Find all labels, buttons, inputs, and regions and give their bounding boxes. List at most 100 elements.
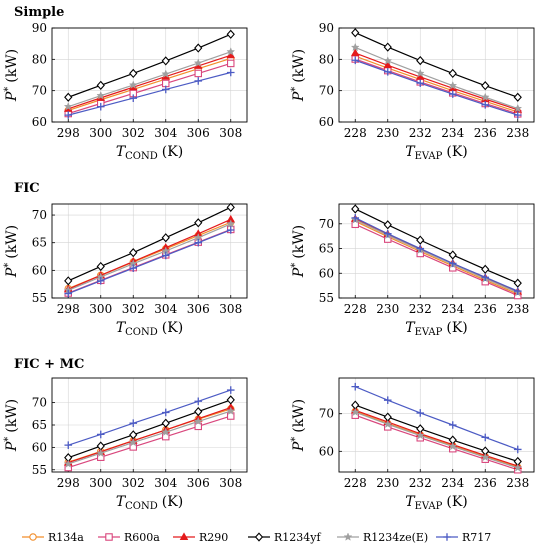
data-point-marker (128, 437, 138, 447)
data-point-marker (96, 90, 106, 100)
data-point-marker (351, 382, 360, 391)
section-title-fic-mc: FIC + MC (14, 357, 84, 372)
plot-frame (338, 377, 535, 473)
data-point-marker (64, 441, 73, 449)
x-tick-label: 236 (474, 126, 497, 140)
series-r1234yf (64, 202, 235, 286)
series-r1234yf (64, 29, 235, 102)
x-tick-label: 228 (344, 476, 367, 490)
y-tick-label: 70 (319, 217, 334, 231)
data-point-marker (383, 419, 393, 429)
data-point-marker (129, 430, 138, 440)
y-tick-label: 55 (319, 291, 334, 305)
x-tick-label: 228 (344, 126, 367, 140)
series-line (355, 32, 518, 98)
y-tick-label: 70 (32, 84, 47, 98)
x-tick-label: 234 (441, 126, 464, 140)
data-point-marker (194, 69, 203, 78)
data-point-marker (96, 102, 105, 111)
data-point-marker (226, 202, 235, 212)
legend-marker (29, 533, 37, 541)
legend-label: R717 (462, 531, 491, 544)
data-point-marker (226, 29, 235, 39)
y-tick-label: 70 (32, 208, 47, 222)
x-tick-label: 234 (441, 302, 464, 316)
chart-panel-4: 228 230 232 234 236 238 55 60 65 70 TEVAP (K) P*(kW) (290, 203, 535, 338)
y-axis-label: P*(kW) (290, 225, 307, 278)
x-axis-label: TEVAP (K) (405, 320, 468, 338)
plot-frame (51, 203, 248, 299)
series-r600a (351, 411, 522, 474)
series-line (355, 404, 518, 463)
data-point-marker (96, 448, 106, 458)
legend-marker (443, 533, 451, 541)
data-point-marker (513, 278, 522, 288)
series-line (68, 223, 231, 291)
legend-item-r600a: R600a (98, 531, 160, 544)
legend-item-r134a: R134a (22, 531, 84, 544)
legend-marker (105, 533, 113, 541)
chart-panel-5: 298 300 302 304 306 308 55 60 65 70 TCOND (K) P*(kW) (3, 377, 248, 512)
legend-item-r290: R290 (173, 531, 228, 544)
data-point-marker (513, 287, 522, 295)
series-line (354, 220, 518, 295)
y-tick-label: 65 (32, 418, 47, 432)
data-point-marker (193, 416, 203, 426)
data-point-marker (129, 248, 138, 258)
legend-marker (254, 532, 264, 542)
data-point-marker (383, 42, 392, 52)
data-point-marker (383, 60, 393, 69)
x-tick-label: 306 (187, 126, 210, 140)
y-tick-label: 80 (32, 52, 47, 66)
series-r717 (351, 56, 522, 119)
data-point-marker (226, 219, 236, 228)
series-r1234ze-e- (350, 42, 523, 113)
x-tick-label: 238 (506, 302, 529, 316)
series-line (68, 218, 231, 290)
y-axis-label: P*(kW) (290, 49, 307, 102)
series-line (68, 57, 231, 111)
data-point-marker (350, 42, 360, 52)
series-line (68, 410, 231, 465)
x-tick-label: 306 (187, 302, 210, 316)
data-point-marker (161, 408, 170, 417)
y-tick-label: 80 (319, 52, 334, 66)
data-point-marker (129, 264, 138, 272)
series-line (355, 223, 518, 297)
y-tick-label: 90 (319, 21, 334, 35)
x-tick-label: 236 (474, 302, 497, 316)
data-point-marker (416, 235, 425, 245)
series-line (355, 58, 518, 115)
x-tick-label: 234 (441, 476, 464, 490)
x-axis-label: TCOND (K) (116, 144, 183, 162)
data-point-marker (448, 80, 458, 90)
series-r290 (63, 402, 236, 466)
chart-panel-3: 298 300 302 304 306 308 55 60 65 70 TCOND (K) P*(kW) (3, 202, 248, 338)
series-line (68, 406, 231, 464)
data-point-marker (96, 277, 105, 285)
y-axis-label: P*(kW) (3, 225, 20, 278)
data-point-marker (193, 58, 203, 67)
data-point-marker (96, 430, 105, 439)
series-line (68, 206, 232, 282)
data-point-marker (226, 395, 235, 405)
x-axis-label: TEVAP (K) (405, 144, 468, 162)
chart-panel-2: 228 230 232 234 236 238 60 70 80 90 TEVAP (K) P*(kW) (290, 21, 535, 162)
y-axis-label: P*(kW) (3, 399, 20, 452)
series-line (354, 217, 518, 292)
chart-panel-6: 228 230 232 234 236 238 60 70 TEVAP (K) P*(kW) (290, 377, 535, 512)
series-r134a (351, 52, 522, 116)
data-point-marker (351, 28, 360, 38)
data-point-marker (161, 427, 171, 436)
plot-frame (51, 27, 248, 123)
legend: R134a R600a R290 R1234yf R1234ze(E) R717 (22, 531, 491, 544)
x-tick-label: 298 (57, 126, 80, 140)
legend-label: R290 (199, 531, 228, 544)
series-line (355, 46, 518, 110)
data-point-marker (481, 273, 490, 282)
data-point-marker (480, 452, 490, 462)
series-r1234ze-e- (63, 406, 236, 468)
data-point-marker (351, 204, 360, 214)
x-tick-label: 232 (409, 476, 432, 490)
y-tick-label: 60 (319, 444, 334, 458)
